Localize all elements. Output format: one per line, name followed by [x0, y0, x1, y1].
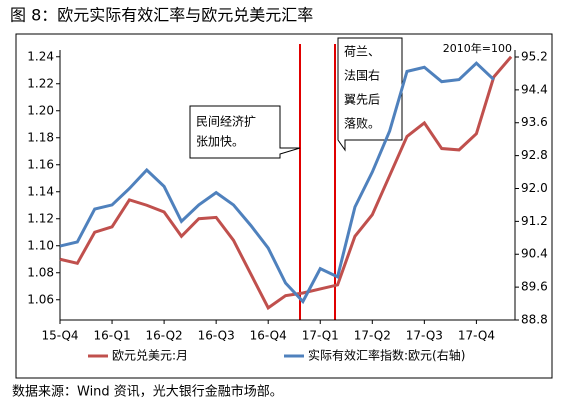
x-tick-label: 15-Q4: [41, 329, 78, 343]
y-tick-label: 94.4: [521, 82, 548, 96]
y-tick-label: 1.20: [27, 103, 54, 117]
x-tick-label: 17-Q1: [302, 329, 339, 343]
annotation: 法国右: [344, 68, 380, 83]
series-line: [59, 61, 495, 305]
source: 数据来源：Wind 资讯，光大银行金融市场部。: [12, 384, 283, 400]
y-tick-label: 1.12: [27, 211, 54, 225]
y-tick-label: 1.14: [27, 184, 54, 198]
annotation: 落败。: [344, 116, 380, 131]
annotation: 荷兰、: [344, 45, 380, 59]
title: 图 8：欧元实际有效汇率与欧元兑美元汇率: [10, 6, 313, 25]
x-tick-label: 16-Q3: [198, 329, 235, 343]
annotation: 2010年=100: [443, 41, 512, 55]
callout: [189, 105, 301, 159]
annotation: 民间经济扩: [196, 114, 256, 129]
y-tick-label: 89.6: [521, 280, 548, 294]
x-tick-label: 16-Q1: [93, 329, 130, 343]
y-tick-label: 88.8: [521, 313, 548, 327]
y-tick-label: 91.2: [521, 214, 548, 228]
annotation: 翼先后: [344, 93, 380, 107]
y-tick-label: 1.08: [27, 265, 54, 279]
y-tick-label: 1.24: [27, 49, 54, 63]
x-tick-label: 17-Q4: [458, 329, 495, 343]
x-tick-label: 17-Q3: [406, 329, 443, 343]
x-tick-label: 16-Q2: [146, 329, 183, 343]
y-tick-label: 92.0: [521, 181, 548, 195]
y-tick-label: 1.06: [27, 292, 54, 306]
callout: [337, 37, 403, 152]
y-tick-label: 1.18: [27, 130, 54, 144]
annotation: 张加快。: [196, 135, 244, 149]
frame: [15, 33, 553, 379]
series-line: [59, 55, 513, 311]
y-tick-label: 1.16: [27, 157, 54, 171]
legend-label: 欧元兑美元:月: [112, 349, 188, 363]
x-tick-label: 17-Q2: [354, 329, 391, 343]
y-tick-label: 93.6: [521, 115, 548, 129]
legend-label: 实际有效汇率指数:欧元(右轴): [308, 348, 465, 363]
y-tick-label: 1.22: [27, 76, 54, 90]
y-tick-label: 92.8: [521, 148, 548, 162]
y-tick-label: 90.4: [521, 247, 548, 261]
y-tick-label: 95.2: [521, 49, 548, 63]
y-tick-label: 1.10: [27, 238, 54, 252]
x-tick-label: 16-Q4: [250, 329, 287, 343]
